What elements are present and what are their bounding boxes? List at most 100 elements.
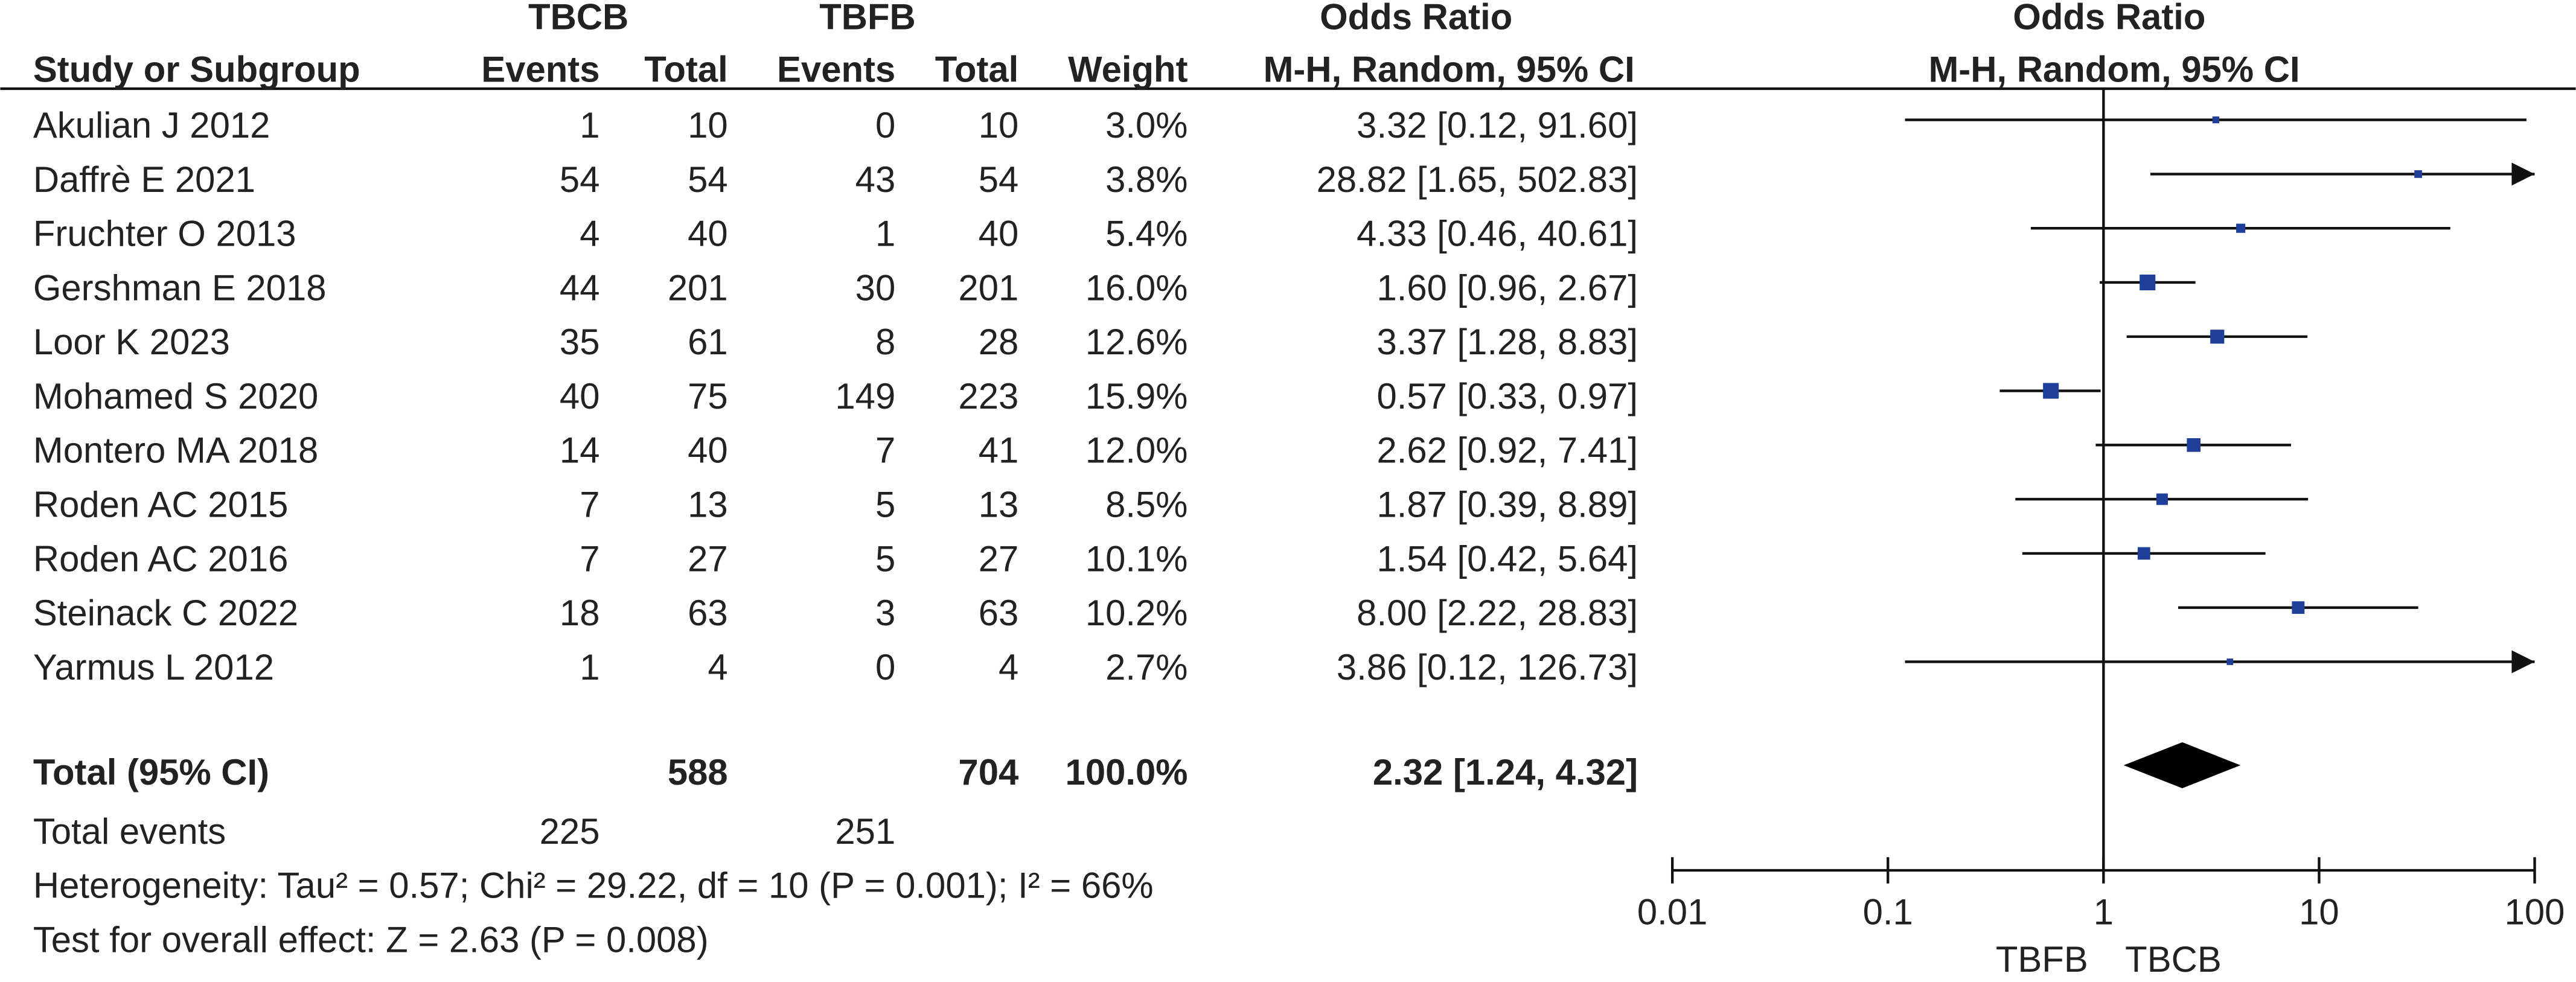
point-estimate bbox=[2187, 438, 2201, 452]
study-name: Gershman E 2018 bbox=[33, 267, 327, 308]
cell: 27 bbox=[979, 538, 1019, 579]
group-header: TBCB bbox=[528, 0, 628, 37]
plot-subheader: M-H, Random, 95% CI bbox=[1928, 49, 2300, 90]
x-tick-label: 100 bbox=[2505, 891, 2565, 932]
column-header: Events bbox=[777, 49, 895, 90]
study-name: Yarmus L 2012 bbox=[33, 647, 274, 687]
weight: 12.6% bbox=[1085, 322, 1188, 362]
cell: 44 bbox=[560, 267, 600, 308]
cell: 35 bbox=[560, 322, 600, 362]
cell: 40 bbox=[688, 430, 728, 471]
column-header: Study or Subgroup bbox=[33, 49, 360, 90]
ci-label: 2.32 [1.24, 4.32] bbox=[1373, 752, 1638, 792]
cell: 7 bbox=[875, 430, 895, 471]
point-estimate bbox=[2140, 274, 2156, 291]
cell: 13 bbox=[688, 485, 728, 525]
cell: 63 bbox=[979, 593, 1019, 633]
cell: 13 bbox=[979, 485, 1019, 525]
study-name: Roden AC 2015 bbox=[33, 485, 289, 525]
plot-header: Odds Ratio bbox=[2013, 0, 2205, 37]
point-estimate bbox=[2414, 170, 2422, 178]
cell: 75 bbox=[688, 376, 728, 416]
cell: 54 bbox=[688, 159, 728, 200]
study-name: Daffrè E 2021 bbox=[33, 159, 255, 200]
cell: 40 bbox=[560, 376, 600, 416]
cell: 14 bbox=[560, 430, 600, 471]
weight: 8.5% bbox=[1105, 485, 1187, 525]
column-header: Events bbox=[481, 49, 599, 90]
weight: 16.0% bbox=[1085, 267, 1188, 308]
point-estimate bbox=[2043, 383, 2059, 399]
weight: 10.1% bbox=[1085, 538, 1188, 579]
weight: 3.8% bbox=[1105, 159, 1187, 200]
study-name: Steinack C 2022 bbox=[33, 593, 298, 633]
cell: 0 bbox=[875, 647, 895, 687]
x-tick-label: 0.1 bbox=[1863, 891, 1913, 932]
point-estimate bbox=[2137, 547, 2150, 560]
cell: 41 bbox=[979, 430, 1019, 471]
ci-arrow bbox=[2511, 162, 2535, 186]
cell: 223 bbox=[958, 376, 1018, 416]
column-header: Total bbox=[644, 49, 728, 90]
cell: 54 bbox=[979, 159, 1019, 200]
ci-label: 1.54 [0.42, 5.64] bbox=[1376, 538, 1638, 579]
cell: 10 bbox=[979, 105, 1019, 145]
cell: 63 bbox=[688, 593, 728, 633]
cell: 4 bbox=[580, 214, 599, 254]
point-estimate bbox=[2210, 330, 2225, 344]
cell: 149 bbox=[835, 376, 895, 416]
weight: 15.9% bbox=[1085, 376, 1188, 416]
point-estimate bbox=[2236, 223, 2246, 233]
total-name: Total (95% CI) bbox=[33, 752, 269, 792]
weight: 2.7% bbox=[1105, 647, 1187, 687]
cell: 201 bbox=[958, 267, 1018, 308]
point-estimate bbox=[2156, 493, 2168, 505]
effect-header: Odds Ratio bbox=[1320, 0, 1512, 37]
ci-label: 2.62 [0.92, 7.41] bbox=[1376, 430, 1638, 471]
study-name: Akulian J 2012 bbox=[33, 105, 270, 145]
ci-label: 1.60 [0.96, 2.67] bbox=[1376, 267, 1638, 308]
study-name: Roden AC 2016 bbox=[33, 538, 289, 579]
cell: 7 bbox=[580, 538, 599, 579]
cell: 588 bbox=[668, 752, 728, 792]
cell: 1 bbox=[875, 214, 895, 254]
cell: 201 bbox=[668, 267, 728, 308]
weight: 100.0% bbox=[1066, 752, 1188, 792]
ci-label: 3.86 [0.12, 126.73] bbox=[1337, 647, 1638, 687]
favours-right: TBCB bbox=[2125, 939, 2222, 980]
ci-label: 0.57 [0.33, 0.97] bbox=[1376, 376, 1638, 416]
study-name: Fruchter O 2013 bbox=[33, 214, 296, 254]
favours-left: TBFB bbox=[1996, 939, 2088, 980]
cell: 225 bbox=[540, 811, 600, 852]
cell: 3 bbox=[875, 593, 895, 633]
x-tick-label: 1 bbox=[2094, 891, 2114, 932]
cell: 5 bbox=[875, 485, 895, 525]
cell: 27 bbox=[688, 538, 728, 579]
study-name: Mohamed S 2020 bbox=[33, 376, 318, 416]
cell: 4 bbox=[708, 647, 727, 687]
cell: 40 bbox=[979, 214, 1019, 254]
cell: 1 bbox=[580, 647, 599, 687]
cell: 30 bbox=[855, 267, 896, 308]
cell: 704 bbox=[958, 752, 1018, 792]
cell: 4 bbox=[999, 647, 1018, 687]
weight: 12.0% bbox=[1085, 430, 1188, 471]
cell: 7 bbox=[580, 485, 599, 525]
heterogeneity: Heterogeneity: Tau² = 0.57; Chi² = 29.22… bbox=[33, 866, 1154, 906]
cell: 28 bbox=[979, 322, 1019, 362]
cell: 0 bbox=[875, 105, 895, 145]
point-estimate bbox=[2292, 601, 2305, 614]
x-tick-label: 0.01 bbox=[1637, 891, 1707, 932]
column-header: Weight bbox=[1068, 49, 1187, 90]
cell: 61 bbox=[688, 322, 728, 362]
point-estimate bbox=[2226, 658, 2234, 665]
x-tick-label: 10 bbox=[2299, 891, 2339, 932]
summary-diamond bbox=[2123, 742, 2241, 788]
study-name: Loor K 2023 bbox=[33, 322, 230, 362]
cell: 5 bbox=[875, 538, 895, 579]
group-header: TBFB bbox=[819, 0, 916, 37]
cell: 18 bbox=[560, 593, 600, 633]
ci-label: 1.87 [0.39, 8.89] bbox=[1376, 485, 1638, 525]
cell: 10 bbox=[688, 105, 728, 145]
